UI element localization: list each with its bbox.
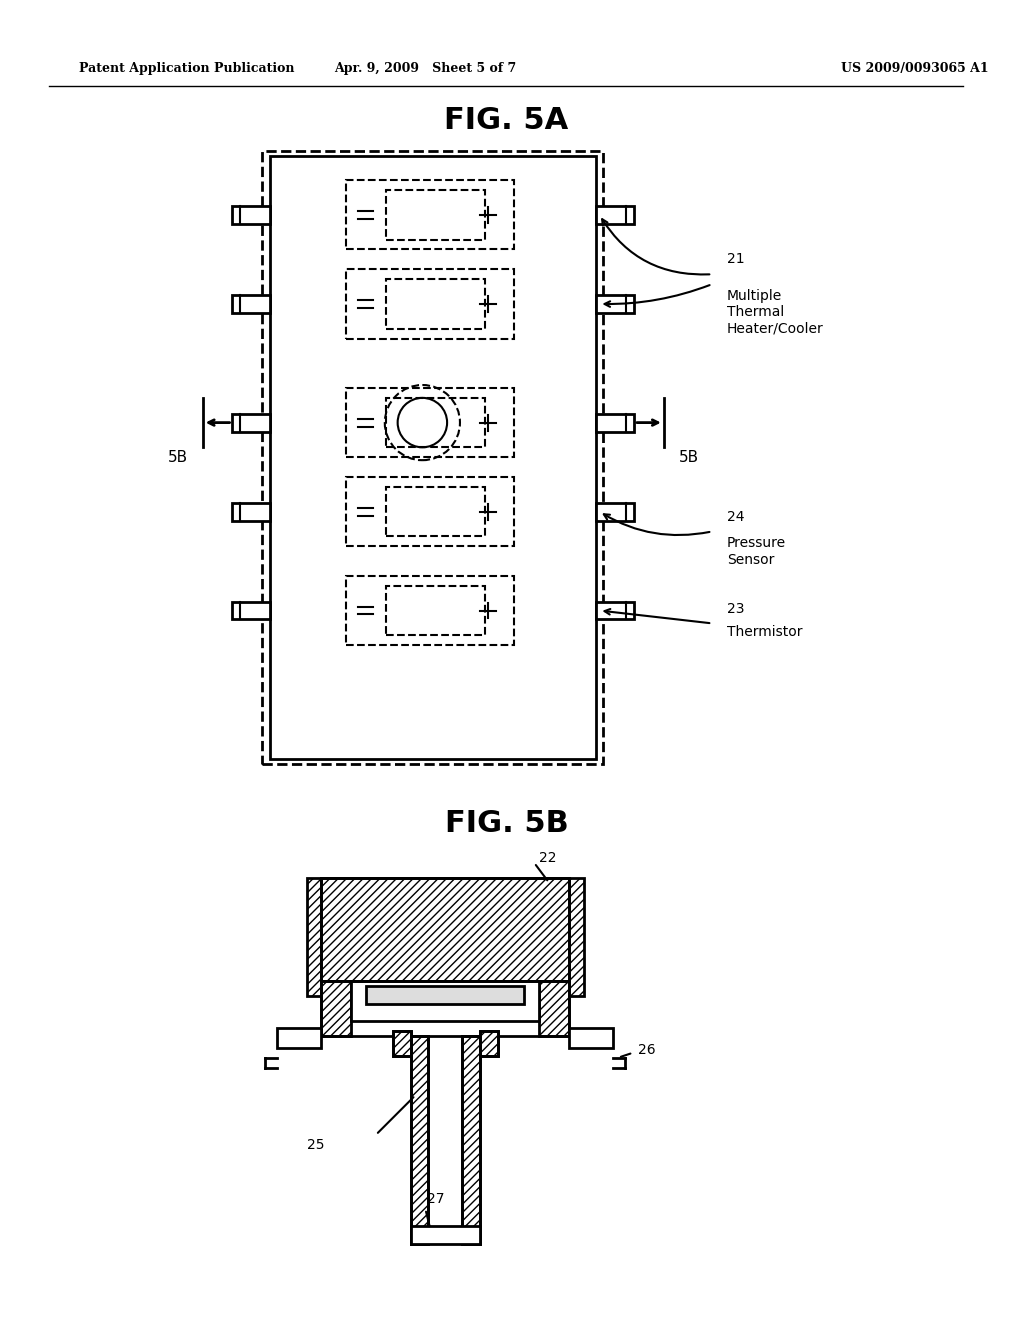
Bar [462,1036,480,1243]
Text: 5B: 5B [168,450,188,465]
Bar [386,279,484,329]
Bar [322,982,351,1036]
Text: 24: 24 [727,510,744,524]
Text: 23: 23 [727,602,744,615]
Text: Patent Application Publication: Patent Application Publication [79,62,295,75]
Bar [411,1036,428,1243]
Bar [596,503,634,520]
Bar [232,413,270,432]
Bar [392,1031,411,1056]
Bar [392,1031,411,1056]
Bar [480,1031,498,1056]
Bar [539,982,568,1036]
Bar [322,982,568,1036]
Text: 21: 21 [727,252,744,267]
Bar [346,269,514,338]
Bar [411,1226,480,1243]
Bar [386,397,484,447]
Bar [386,487,484,536]
Bar [596,602,634,619]
Bar [346,181,514,249]
Bar [596,206,634,224]
Bar [568,1028,613,1048]
Bar [462,1036,480,1243]
Text: 27: 27 [427,1192,444,1206]
Bar [480,1031,498,1056]
Text: Multiple
Thermal
Heater/Cooler: Multiple Thermal Heater/Cooler [727,289,823,335]
Text: 26: 26 [638,1043,655,1057]
Bar [596,413,634,432]
Bar [232,206,270,224]
Bar [386,190,484,240]
Text: Thermistor: Thermistor [727,626,803,639]
Bar [232,294,270,313]
Bar [596,294,634,313]
Bar [386,586,484,635]
Text: Apr. 9, 2009   Sheet 5 of 7: Apr. 9, 2009 Sheet 5 of 7 [334,62,516,75]
Text: US 2009/0093065 A1: US 2009/0093065 A1 [841,62,988,75]
Bar [270,156,596,759]
Text: FIG. 5B: FIG. 5B [444,809,568,838]
Bar [276,1028,322,1048]
Text: 5B: 5B [679,450,698,465]
Bar [232,503,270,520]
Text: 25: 25 [306,1138,325,1151]
Bar [322,878,568,982]
Bar [346,477,514,546]
Text: FIG. 5A: FIG. 5A [444,107,568,136]
Bar [346,388,514,457]
Bar [411,1036,428,1243]
Bar [322,878,568,982]
Bar [346,576,514,645]
Bar [322,878,568,982]
Text: 22: 22 [539,851,557,865]
Bar [232,602,270,619]
Bar [366,986,524,1005]
Bar [351,982,539,1022]
Bar [262,150,603,764]
Text: Pressure
Sensor: Pressure Sensor [727,536,786,566]
Bar [306,878,584,997]
